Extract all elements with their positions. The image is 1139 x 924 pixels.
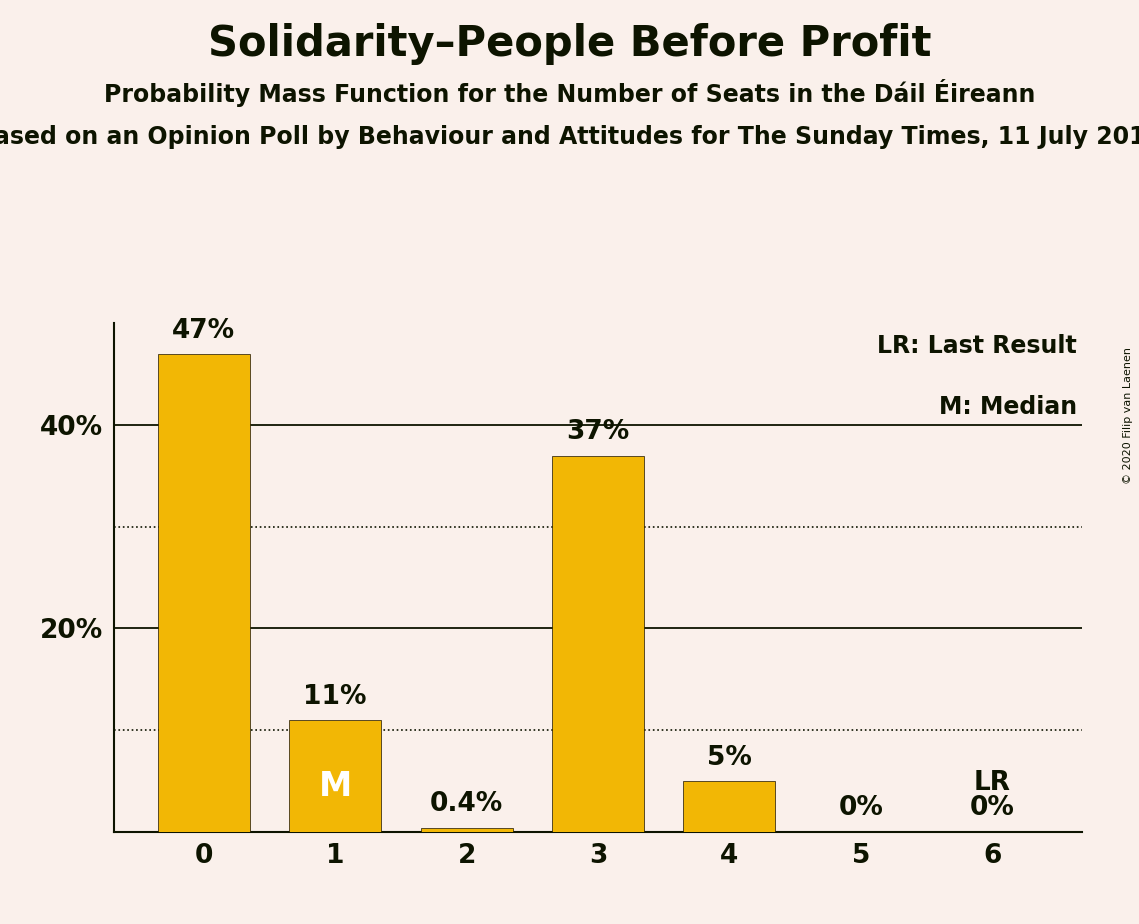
Text: 37%: 37% — [566, 419, 630, 445]
Text: 0.4%: 0.4% — [431, 791, 503, 818]
Text: © 2020 Filip van Laenen: © 2020 Filip van Laenen — [1123, 347, 1133, 484]
Text: Based on an Opinion Poll by Behaviour and Attitudes for The Sunday Times, 11 Jul: Based on an Opinion Poll by Behaviour an… — [0, 125, 1139, 149]
Text: Probability Mass Function for the Number of Seats in the Dáil Éireann: Probability Mass Function for the Number… — [104, 79, 1035, 106]
Bar — [552, 456, 644, 832]
Bar — [289, 720, 382, 832]
Text: Solidarity–People Before Profit: Solidarity–People Before Profit — [207, 23, 932, 65]
Text: 5%: 5% — [707, 745, 752, 771]
Bar — [158, 354, 249, 832]
Text: 0%: 0% — [969, 796, 1015, 821]
Text: M: Median: M: Median — [939, 395, 1077, 419]
Bar — [420, 828, 513, 832]
Text: LR: LR — [974, 770, 1010, 796]
Text: 11%: 11% — [303, 684, 367, 710]
Text: 0%: 0% — [838, 796, 883, 821]
Text: LR: Last Result: LR: Last Result — [877, 334, 1077, 358]
Text: 47%: 47% — [172, 318, 236, 344]
Bar — [683, 781, 776, 832]
Text: M: M — [319, 771, 352, 803]
